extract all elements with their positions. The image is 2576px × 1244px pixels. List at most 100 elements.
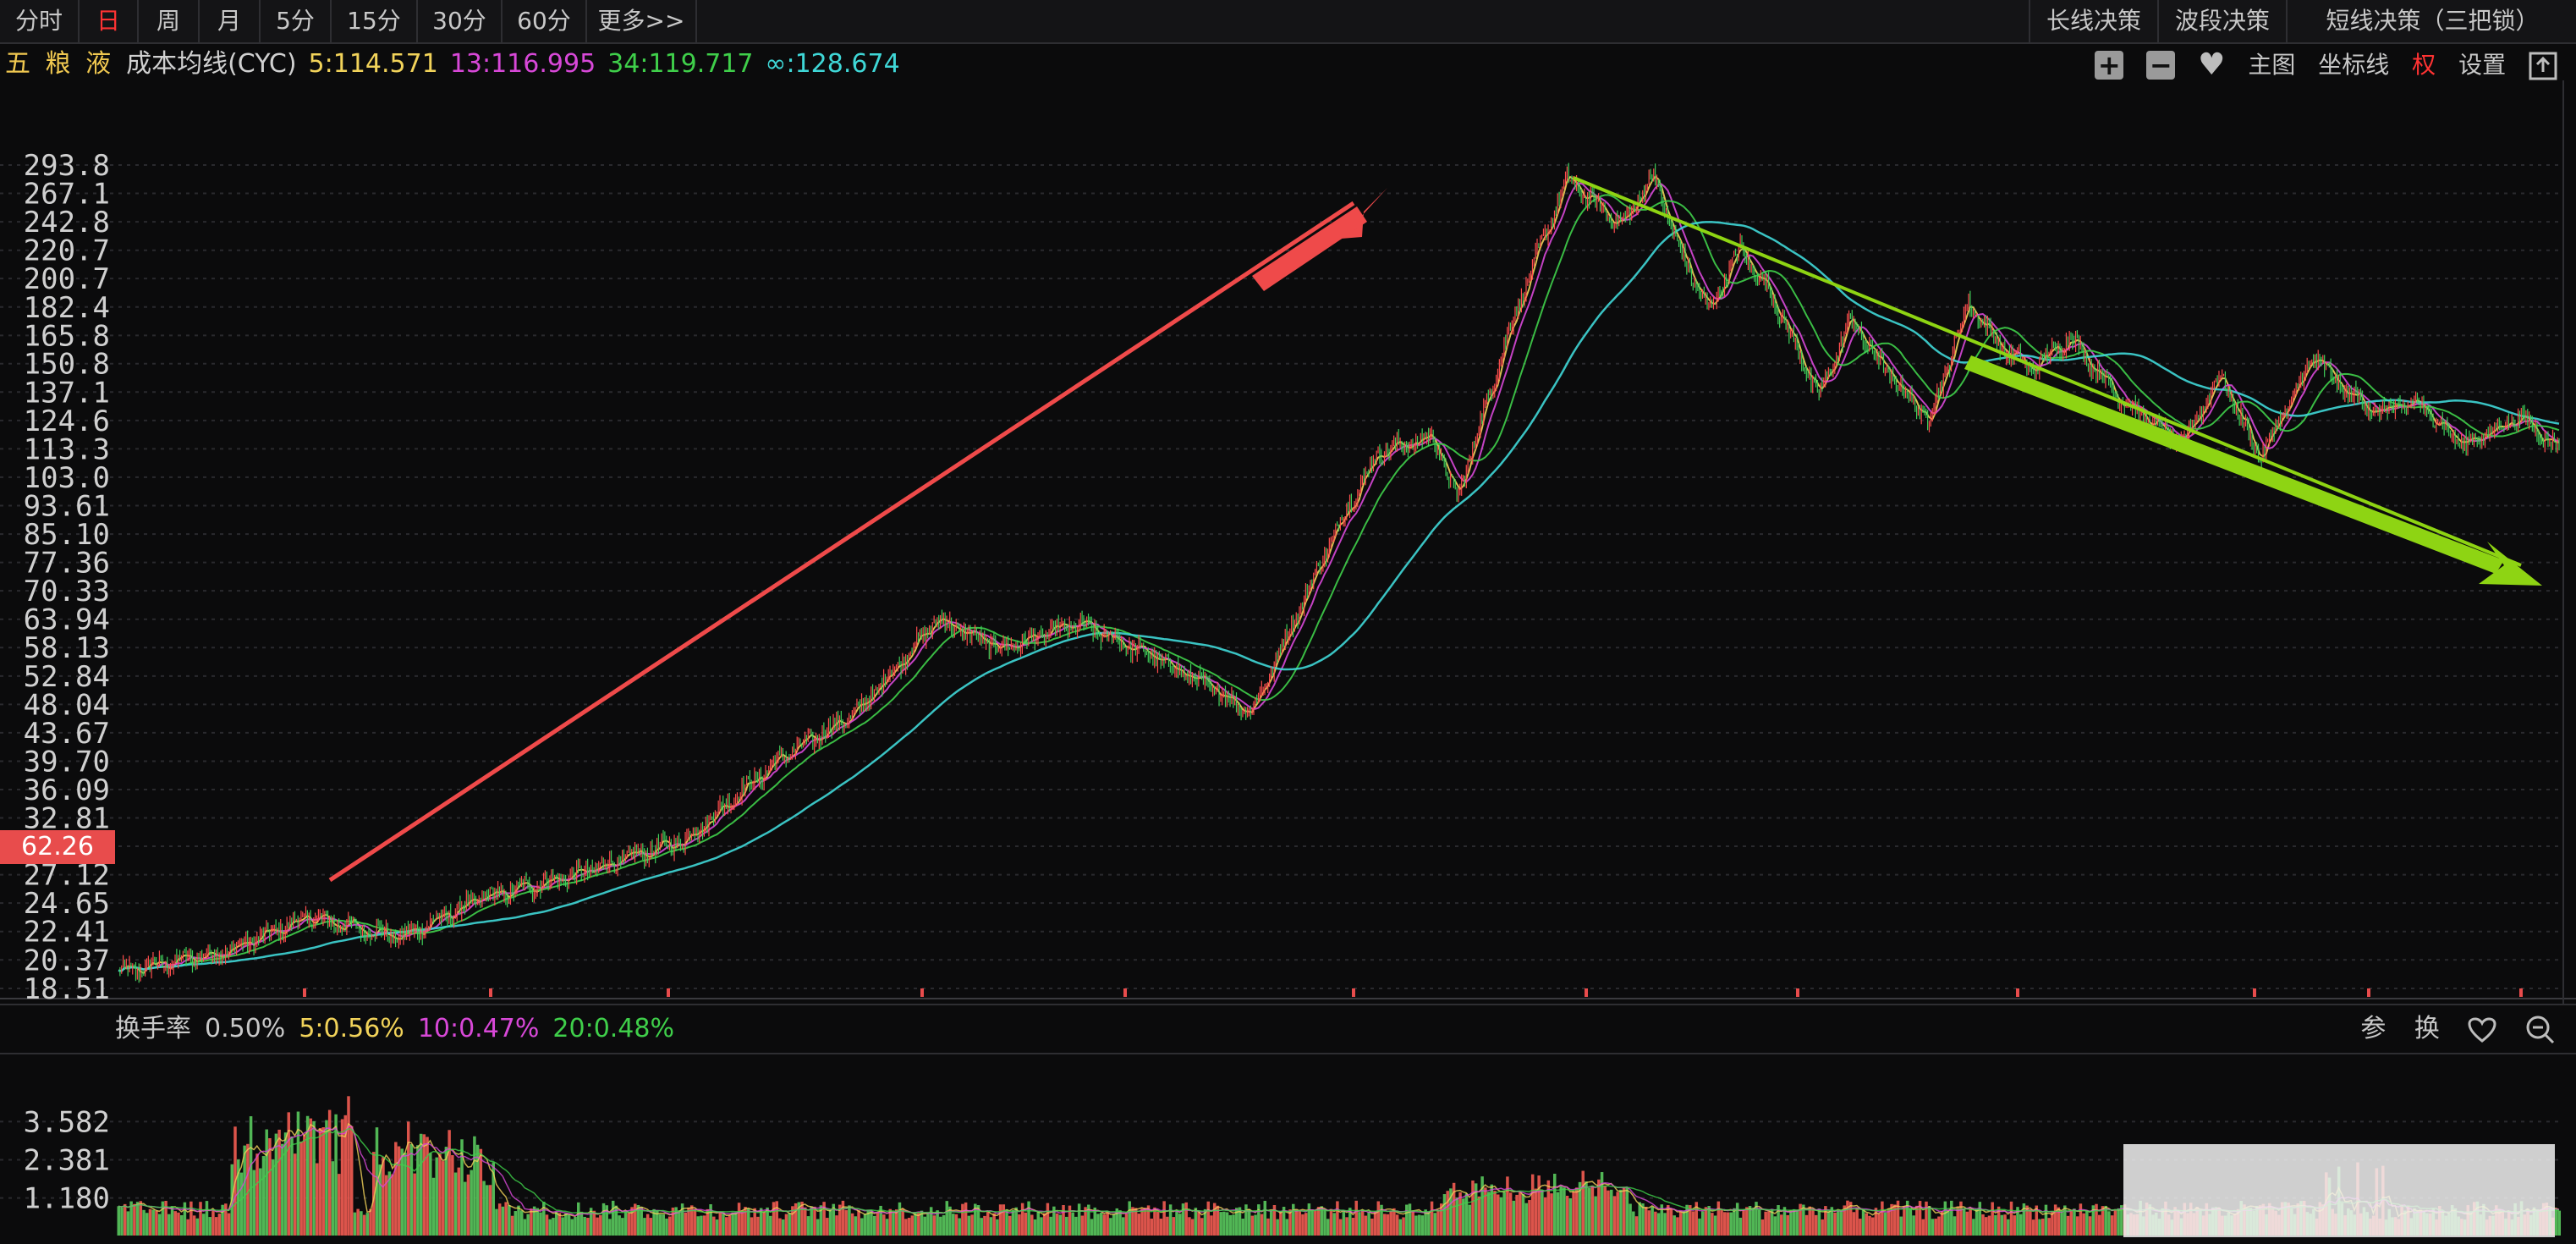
turnover-bar	[1260, 1214, 1264, 1236]
turnover-bar	[510, 1215, 514, 1236]
turnover-chart[interactable]: 3.582 2.381 1.180	[0, 1051, 2576, 1244]
turnover-bar	[806, 1216, 810, 1236]
turnover-bar	[623, 1211, 628, 1236]
rights-adjust-button[interactable]: 权	[2412, 51, 2436, 79]
turnover-bar	[189, 1201, 193, 1236]
tab-60min[interactable]: 60分	[503, 0, 587, 42]
plus-square-icon[interactable]: +	[2095, 51, 2124, 80]
turnover-bar	[1764, 1211, 1767, 1236]
turnover-bar	[2091, 1205, 2095, 1236]
export-icon[interactable]	[2529, 47, 2557, 84]
turnover-bar	[2003, 1214, 2007, 1236]
turnover-bar	[702, 1215, 706, 1236]
turnover-bar	[1084, 1207, 1087, 1236]
turnover-bar	[784, 1214, 788, 1236]
tab-weekly[interactable]: 周	[139, 0, 200, 42]
turnover-bar	[1821, 1219, 1824, 1236]
turnover-bar	[343, 1115, 348, 1236]
event-marker	[1796, 988, 1799, 997]
turnover-bar	[1203, 1208, 1207, 1236]
tab-intraday[interactable]: 分时	[0, 0, 80, 42]
turnover-bar	[1789, 1211, 1793, 1236]
turnover-tick-label: 3.582	[24, 1105, 110, 1139]
settings-button[interactable]: 设置	[2458, 51, 2507, 79]
price-tick-label: 200.7	[24, 262, 110, 296]
turnover-bar	[1826, 1211, 1831, 1236]
turnover-bar	[1720, 1209, 1723, 1236]
tab-monthly[interactable]: 月	[200, 0, 261, 42]
zoom-out-icon[interactable]	[2525, 1005, 2556, 1053]
turnover-bar	[2029, 1208, 2032, 1236]
turnover-bar	[536, 1208, 540, 1236]
turnover-bar	[599, 1214, 602, 1236]
turnover-bar	[923, 1216, 926, 1236]
tab-daily[interactable]: 日	[80, 0, 139, 42]
tab-long-term-decision[interactable]: 长线决策	[2029, 0, 2157, 42]
turnover-bar	[1178, 1214, 1182, 1236]
turnover-bar	[1144, 1208, 1147, 1236]
turnover-bar	[1336, 1201, 1339, 1236]
price-tick-label: 242.8	[24, 206, 110, 239]
turnover-bar	[1669, 1208, 1673, 1236]
event-marker	[1585, 988, 1588, 997]
turnover-bar	[643, 1218, 646, 1236]
tab-30min[interactable]: 30分	[418, 0, 503, 42]
turnover-bar	[1112, 1214, 1116, 1236]
turnover-bar	[894, 1209, 898, 1236]
heart-icon[interactable]	[2468, 1005, 2496, 1053]
turnover-bar	[545, 1214, 549, 1236]
turnover-bar	[526, 1214, 530, 1236]
price-tick-label: 165.8	[24, 319, 110, 353]
turnover-bar	[2019, 1214, 2023, 1236]
turnover-bar	[1612, 1196, 1617, 1236]
turnover-bar	[1080, 1215, 1085, 1236]
turnover-bar	[2085, 1210, 2089, 1236]
main-chart-button[interactable]: 主图	[2248, 51, 2296, 79]
turnover-bar	[910, 1215, 915, 1236]
turnover-bar	[762, 1211, 766, 1236]
turnover-bar	[1263, 1200, 1267, 1236]
param-button[interactable]: 参	[2360, 1014, 2387, 1043]
turnover-bar	[183, 1202, 187, 1236]
price-chart[interactable]: 293.8267.1242.8220.7200.7182.4165.8150.8…	[0, 0, 2576, 1004]
turnover-bar	[1610, 1189, 1613, 1236]
turnover-bar	[1528, 1200, 1531, 1236]
turnover-bar	[259, 1168, 262, 1236]
turnover-bar	[596, 1217, 599, 1236]
turnover-bar	[1865, 1213, 1869, 1236]
tab-short-term-decision[interactable]: 短线决策（三把锁）	[2286, 0, 2576, 42]
tab-more[interactable]: 更多>>	[587, 0, 697, 42]
turnover-bar	[828, 1209, 832, 1236]
price-tick-label: 22.41	[24, 916, 110, 950]
trend-annotations	[328, 176, 2542, 883]
heart-icon[interactable]: ♥	[2198, 47, 2226, 82]
indicator-legend: 五 粮 液成本均线(CYC) 5:114.571 13:116.995 34:119.…	[5, 46, 912, 83]
turnover-bar	[1667, 1205, 1670, 1236]
tab-5min[interactable]: 5分	[261, 0, 332, 42]
turnover-bar	[804, 1207, 807, 1236]
tab-15min[interactable]: 15分	[332, 0, 418, 42]
turnover-bar	[1062, 1205, 1065, 1236]
turnover-bar	[356, 1208, 360, 1236]
turnover-bar	[1660, 1204, 1664, 1236]
turnover-bar	[532, 1206, 536, 1236]
minus-square-icon[interactable]: −	[2146, 51, 2176, 80]
turnover-bar	[1358, 1212, 1361, 1236]
uptrend-arrow-body	[1252, 206, 1367, 291]
turnover-bar	[1587, 1187, 1591, 1236]
turnover-bar	[1464, 1193, 1469, 1236]
turnover-bar	[1689, 1205, 1692, 1236]
turnover-bar	[1068, 1205, 1072, 1236]
turnover-bar	[1036, 1212, 1040, 1236]
turnover-bar	[1436, 1209, 1440, 1236]
price-tick-label: 36.09	[24, 773, 110, 807]
turnover-bar	[2104, 1205, 2107, 1236]
tab-band-decision[interactable]: 波段决策	[2157, 0, 2286, 42]
turnover-bar	[1748, 1206, 1752, 1236]
axis-lines-button[interactable]: 坐标线	[2318, 51, 2390, 79]
turnover-bar	[1733, 1208, 1736, 1236]
turnover-bar	[876, 1212, 880, 1236]
turnover-bar	[296, 1111, 300, 1236]
turnover-bar	[438, 1153, 442, 1236]
swap-button[interactable]: 换	[2414, 1014, 2440, 1043]
